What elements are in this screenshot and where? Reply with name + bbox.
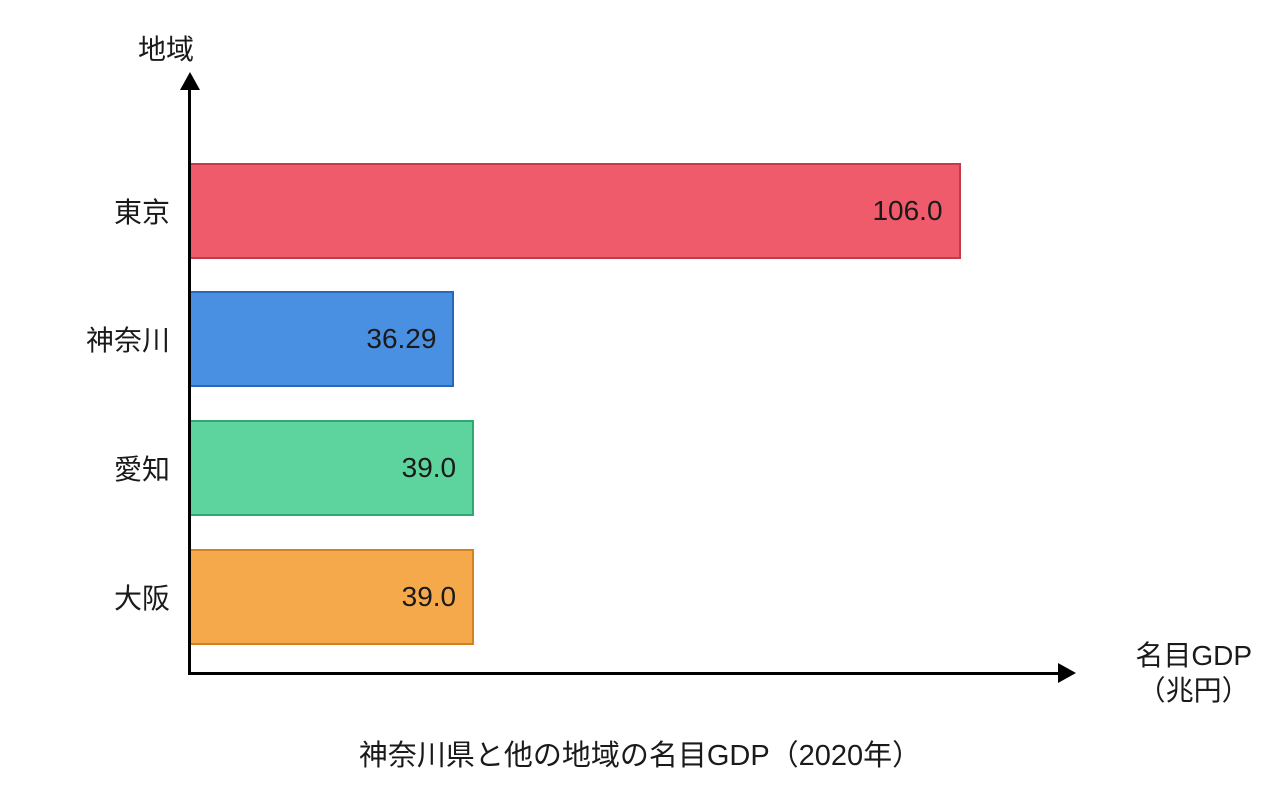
y-axis-line — [188, 82, 191, 675]
bar-value: 36.29 — [366, 323, 436, 355]
y-axis-label: 地域 — [138, 28, 194, 68]
gdp-bar-chart: 地域 名目GDP （兆円） 東京 106.0 神奈川 36.29 愛知 39.0 大阪 39.… — [0, 0, 1280, 798]
x-axis-line — [188, 672, 1060, 675]
y-axis-arrow-icon — [180, 72, 200, 90]
x-axis-label: 名目GDP （兆円） — [1135, 638, 1252, 708]
bar-row: 大阪 39.0 — [0, 549, 1280, 645]
bar: 36.29 — [191, 291, 454, 387]
category-label: 東京 — [114, 191, 170, 231]
bar-value: 106.0 — [872, 195, 942, 227]
bar-row: 愛知 39.0 — [0, 420, 1280, 516]
category-label: 愛知 — [114, 448, 170, 488]
x-axis-label-line2: （兆円） — [1138, 675, 1250, 706]
bar-row: 東京 106.0 — [0, 163, 1280, 259]
bar: 39.0 — [191, 420, 474, 516]
bar-value: 39.0 — [402, 452, 457, 484]
category-label: 神奈川 — [86, 319, 170, 359]
bar-value: 39.0 — [402, 581, 457, 613]
x-axis-arrow-icon — [1058, 663, 1076, 683]
chart-title: 神奈川県と他の地域の名目GDP（2020年） — [359, 732, 921, 774]
bar: 39.0 — [191, 549, 474, 645]
category-label: 大阪 — [114, 577, 170, 617]
bar: 106.0 — [191, 163, 961, 259]
bar-row: 神奈川 36.29 — [0, 291, 1280, 387]
